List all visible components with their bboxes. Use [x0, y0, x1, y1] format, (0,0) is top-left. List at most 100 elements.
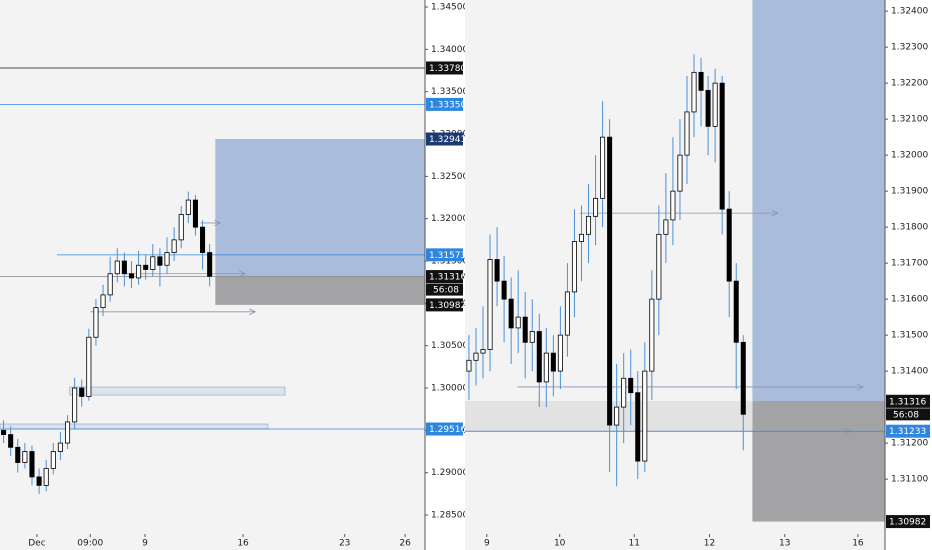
candle-body [663, 219, 669, 235]
y-tick-label: 1.30500 [431, 341, 468, 351]
ray-arrow [214, 219, 222, 227]
candle-body [79, 387, 85, 397]
y-tick-label: 1.32500 [431, 172, 468, 182]
candle-body [72, 387, 78, 423]
candle-body [157, 256, 163, 266]
candle-body [1, 429, 7, 435]
x-tick-label: 11 [629, 539, 640, 549]
price-label-box [426, 132, 463, 146]
y-tick-label: 1.31800 [891, 223, 928, 233]
price-label-box [886, 424, 930, 438]
ray-arrow [856, 383, 864, 391]
candle-body [656, 233, 662, 300]
candle-body [121, 260, 127, 275]
y-tick-label: 1.31400 [891, 367, 928, 377]
y-tick-label: 1.32300 [891, 43, 928, 53]
candle-body [178, 214, 184, 241]
candle-body [114, 260, 120, 275]
x-tick-label: 26 [399, 539, 411, 549]
candle-body [536, 331, 542, 383]
candle-body [529, 331, 535, 343]
candle-body [712, 82, 718, 127]
candle-body [684, 111, 690, 156]
y-tick-label: 1.32200 [891, 79, 928, 89]
y-tick-label: 1.31900 [891, 187, 928, 197]
candle-body [86, 336, 92, 397]
x-tick-label: 9 [142, 539, 148, 549]
x-tick-label: 16 [852, 539, 864, 549]
candle-body [501, 280, 507, 300]
zone [215, 276, 425, 305]
y-tick-label: 1.32000 [431, 214, 468, 224]
candle-body [128, 273, 135, 279]
candle-body [571, 241, 577, 293]
candle-body [200, 226, 206, 253]
price-label: 1.30982 [889, 518, 926, 528]
y-tick-label: 1.31500 [891, 331, 928, 341]
price-label: 1.30982 [429, 301, 466, 311]
price-label-box [426, 61, 463, 75]
y-tick-label: 1.31200 [891, 439, 928, 449]
candle-body [733, 280, 739, 343]
candle-body [50, 451, 56, 469]
candle-body [508, 298, 514, 329]
price-label-box [426, 298, 463, 312]
ray-arrow [771, 209, 779, 217]
price-label: 1.31573 [429, 251, 466, 261]
candle-body [136, 264, 142, 279]
candle-body [557, 334, 563, 372]
candle-body [593, 197, 599, 217]
candle-body [473, 352, 479, 361]
candle-body [8, 434, 14, 448]
candle-body [36, 476, 42, 486]
x-tick-label: Dec [28, 539, 45, 549]
y-tick-label: 1.32400 [891, 7, 928, 17]
price-label: 1.32941 [429, 135, 466, 145]
candle-body [740, 341, 746, 415]
candle-body [192, 199, 198, 228]
candle-body [143, 264, 149, 270]
candle-body [698, 71, 704, 91]
candle-body [466, 359, 472, 372]
y-tick-label: 1.32000 [891, 151, 928, 161]
y-tick-label: 1.34500 [431, 3, 468, 13]
y-tick-label: 1.31100 [891, 475, 928, 485]
zone [752, 400, 885, 522]
candle-body [586, 215, 592, 235]
price-label-box [426, 270, 463, 284]
candle-body [677, 154, 683, 192]
candle-body [64, 421, 71, 444]
x-tick-label: 16 [237, 539, 249, 549]
countdown-box [886, 408, 930, 421]
zone [752, 0, 885, 401]
price-label-box [426, 97, 463, 111]
candle-body [691, 71, 697, 113]
candle-body [621, 377, 627, 408]
candle-body [649, 298, 655, 372]
zone [69, 386, 286, 396]
y-tick-label: 1.31500 [431, 257, 468, 267]
candle-body [22, 451, 28, 463]
countdown: 56:08 [893, 410, 919, 420]
candle-body [494, 259, 500, 282]
price-label: 1.29516 [429, 425, 466, 435]
candle-body [635, 392, 641, 462]
ray-arrow [248, 308, 257, 316]
x-tick-label: 9 [484, 539, 490, 549]
candle-body [171, 239, 177, 253]
candle-body [550, 352, 556, 372]
candle-body [614, 406, 620, 426]
candle-body [705, 89, 711, 127]
candle-body [185, 199, 191, 215]
candle-body [600, 136, 606, 199]
candle-body [670, 190, 676, 221]
price-label: 1.31316 [429, 273, 466, 283]
candle-body [578, 233, 584, 242]
candle-body [57, 442, 63, 452]
x-tick-label: 13 [779, 539, 790, 549]
zone [215, 139, 425, 277]
price-label-box [426, 248, 463, 262]
price-label: 1.31233 [889, 427, 926, 437]
